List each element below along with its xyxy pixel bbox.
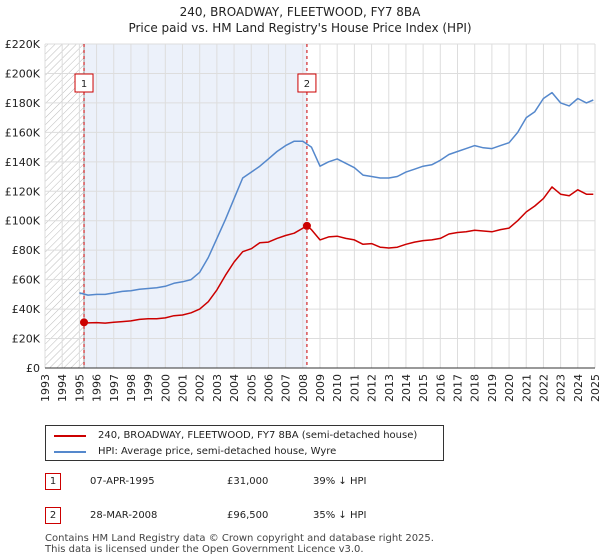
footer-licence: This data is licensed under the Open Gov… [45, 544, 364, 555]
sale-badge-box-2 [297, 73, 317, 93]
series-price-paid-line [83, 186, 594, 324]
x-tick-label: 2022 [537, 374, 550, 402]
x-tick-label: 2020 [503, 374, 516, 402]
x-tick-label: 2024 [572, 374, 585, 402]
chart-title: 240, BROADWAY, FLEETWOOD, FY7 8BA [179, 5, 421, 19]
x-tick-label: 2016 [434, 374, 447, 402]
footer-copyright: Contains HM Land Registry data © Crown c… [45, 533, 434, 544]
y-tick-label: £120K [5, 185, 41, 198]
chart-subtitle: Price paid vs. HM Land Registry's House … [128, 21, 472, 35]
x-tick-label: 2012 [366, 374, 379, 402]
y-tick-label: £0 [26, 362, 40, 375]
price-chart: £0 £20K £40K £60K £80K £100K £120K £140K £160K £1… [5, 38, 600, 402]
x-tick-label: 2005 [245, 374, 258, 402]
sale-badge-label-2: 2 [304, 79, 310, 90]
x-tick-label: 2018 [469, 374, 482, 402]
x-tick-label: 1998 [125, 374, 138, 402]
x-tick-label: 1999 [142, 374, 155, 402]
x-tick-label: 1995 [73, 374, 86, 402]
x-tick-label: 2001 [177, 374, 190, 402]
x-tick-label: 2002 [194, 374, 207, 402]
y-tick-label: £140K [5, 156, 41, 169]
y-tick-label: £80K [12, 244, 41, 257]
x-tick-label: 2019 [486, 374, 499, 402]
x-tick-label: 1993 [39, 374, 52, 402]
y-tick-label: £220K [5, 38, 41, 51]
sale-badge-label-1: 1 [81, 79, 87, 90]
sale-hpi-2: 35% ↓ HPI [313, 510, 367, 521]
x-tick-label: 1994 [56, 374, 69, 402]
legend-swatch-hpi [54, 451, 86, 453]
legend-label-hpi: HPI: Average price, semi-detached house,… [98, 446, 337, 457]
legend-label-price-paid: 240, BROADWAY, FLEETWOOD, FY7 8BA (semi-… [98, 430, 418, 441]
x-tick-label: 2007 [280, 374, 293, 402]
y-tick-label: £200K [5, 67, 41, 80]
sale-date-1: 07-APR-1995 [90, 476, 155, 487]
x-tick-label: 2014 [400, 374, 413, 402]
x-tick-label: 2009 [314, 374, 327, 402]
sale-badge-box-1 [74, 73, 94, 93]
x-tick-label: 2000 [159, 374, 172, 402]
sale-hpi-1: 39% ↓ HPI [313, 476, 367, 487]
sale-price-2: £96,500 [227, 510, 269, 521]
x-tick-label: 2025 [589, 374, 600, 402]
sale-price-1: £31,000 [227, 476, 269, 487]
x-tick-label: 1997 [108, 374, 121, 402]
sale-badge-1: 1 [45, 473, 61, 490]
x-tick-label: 1996 [91, 374, 104, 402]
pre-sale-hatch [45, 44, 85, 368]
x-tick-label: 2021 [520, 374, 533, 402]
sale-point-2 [302, 221, 311, 230]
y-tick-label: £40K [12, 303, 41, 316]
x-tick-label: 2011 [348, 374, 361, 402]
x-tick-label: 2010 [331, 374, 344, 402]
x-tick-label: 2017 [452, 374, 465, 402]
sale-badge-2: 2 [45, 507, 61, 524]
y-tick-label: £100K [5, 215, 41, 228]
legend: 240, BROADWAY, FLEETWOOD, FY7 8BA (semi-… [45, 425, 444, 461]
y-tick-label: £180K [5, 97, 41, 110]
sale-point-1 [80, 318, 89, 327]
ownership-period-shade [84, 44, 307, 368]
y-tick-label: £20K [12, 333, 41, 346]
y-tick-label: £160K [5, 126, 41, 139]
x-tick-label: 2008 [297, 374, 310, 402]
legend-swatch-price-paid [54, 435, 86, 437]
x-tick-label: 2013 [383, 374, 396, 402]
x-tick-label: 2006 [262, 374, 275, 402]
series-hpi-line [79, 91, 594, 296]
x-tick-label: 2015 [417, 374, 430, 402]
x-tick-label: 2023 [555, 374, 568, 402]
x-tick-label: 2004 [228, 374, 241, 402]
y-tick-label: £60K [12, 274, 41, 287]
x-tick-label: 2003 [211, 374, 224, 402]
sale-date-2: 28-MAR-2008 [90, 510, 158, 521]
